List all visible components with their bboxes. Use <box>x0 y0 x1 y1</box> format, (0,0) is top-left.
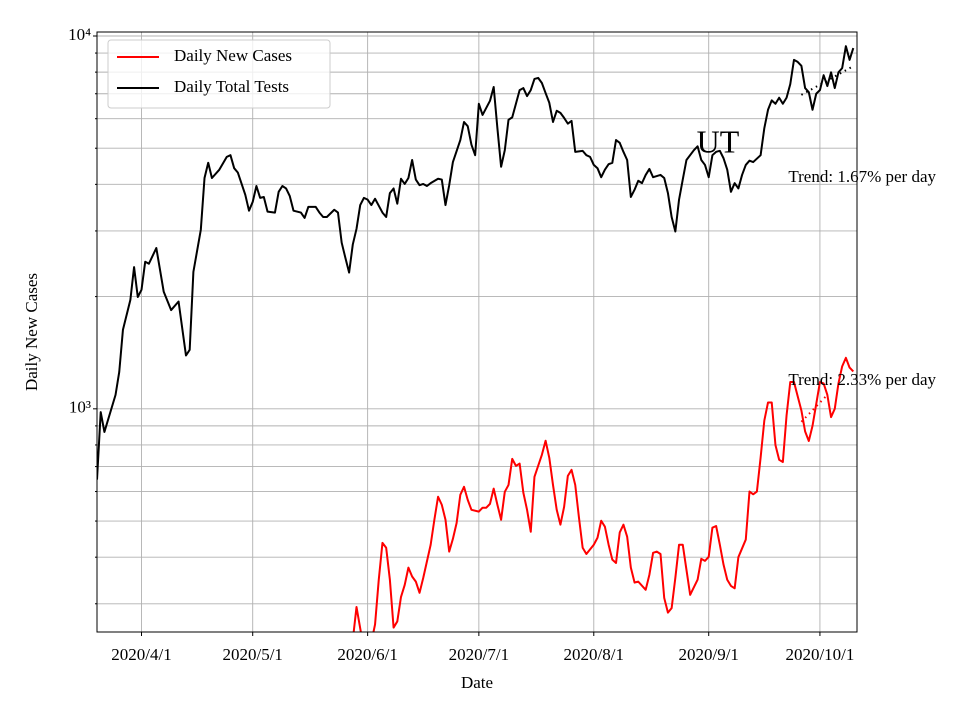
annotation: Trend: 1.67% per day <box>788 167 936 186</box>
y-axis-label: Daily New Cases <box>22 273 41 391</box>
y-tick-label: 10³ <box>69 398 91 417</box>
x-tick-label: 2020/10/1 <box>785 645 854 664</box>
x-tick-label: 2020/4/1 <box>111 645 171 664</box>
x-tick-label: 2020/9/1 <box>678 645 738 664</box>
legend-label: Daily Total Tests <box>174 77 289 96</box>
axes: 10³ 10⁴ 2020/4/1 2020/5/1 2020/6/1 2020/7/1 20… <box>68 25 854 664</box>
plot-area <box>97 45 855 632</box>
annotation: UT <box>697 123 740 159</box>
x-tick-label: 2020/6/1 <box>337 645 397 664</box>
trend-line <box>800 394 829 423</box>
axes-frame <box>96 31 858 633</box>
legend-box <box>107 39 331 109</box>
series-line <box>352 356 855 632</box>
legend: Daily New Cases Daily Total Tests <box>107 39 331 109</box>
x-axis-label: Date <box>461 673 493 692</box>
grid <box>97 32 857 632</box>
series-line <box>97 45 855 480</box>
x-tick-label: 2020/5/1 <box>222 645 282 664</box>
annotation: Trend: 2.33% per day <box>788 370 936 389</box>
x-tick-label: 2020/7/1 <box>449 645 509 664</box>
x-tick-label: 2020/8/1 <box>564 645 624 664</box>
legend-label: Daily New Cases <box>174 46 292 65</box>
y-tick-label: 10⁴ <box>68 25 91 44</box>
